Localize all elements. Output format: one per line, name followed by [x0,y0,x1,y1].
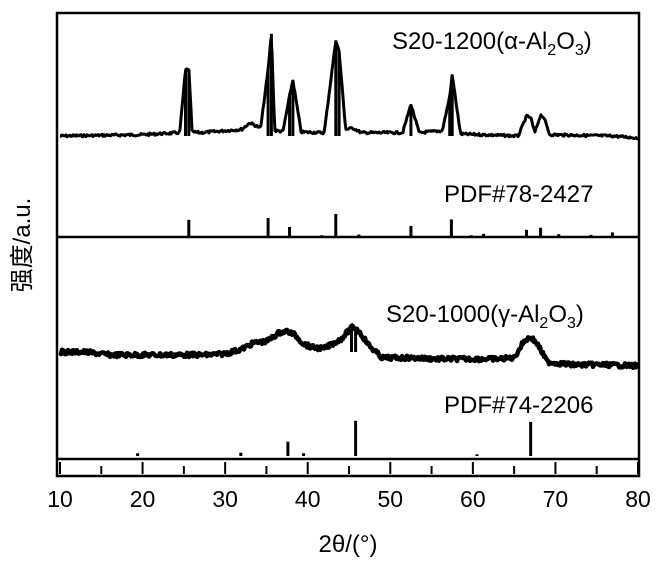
series-label-s20-1200: S20-1200(α-Al2O3) [392,28,592,59]
x-tick-label-70: 70 [543,486,569,512]
x-tick-label-60: 60 [460,486,486,512]
x-axis-ticks [59,462,639,474]
y-axis-label: 强度/a.u. [9,198,36,293]
x-tick-label-50: 50 [377,486,403,512]
x-tick-labels: 10 20 30 40 50 60 70 80 [47,486,651,512]
series-label-pdf-78-2427: PDF#78-2427 [444,181,593,208]
series-label-s20-1000: S20-1000(γ-Al2O3) [386,301,584,332]
x-axis-label: 2θ/(°) [319,531,378,558]
x-tick-label-30: 30 [212,486,238,512]
x-tick-label-40: 40 [295,486,321,512]
series-label-pdf-74-2206: PDF#74-2206 [444,392,593,419]
x-tick-label-80: 80 [625,486,651,512]
series-traces [58,33,640,371]
x-tick-label-10: 10 [47,486,73,512]
plot-frame [55,11,641,478]
reference-bars [136,214,614,456]
series-line-0 [59,37,639,141]
x-tick-label-20: 20 [130,486,156,512]
series-line-2 [58,323,640,371]
